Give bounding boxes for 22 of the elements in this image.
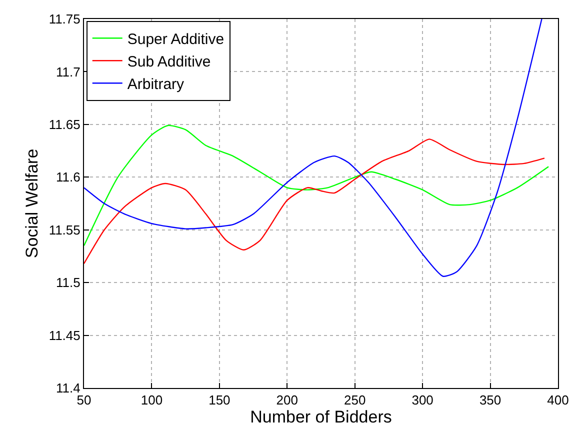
x-tick-label: 350	[479, 392, 502, 408]
x-axis-title: Number of Bidders	[250, 408, 392, 427]
x-tick-label: 200	[276, 392, 298, 408]
y-tick-label: 11.75	[48, 12, 80, 27]
legend-label: Arbitrary	[127, 76, 185, 93]
line-series	[84, 19, 542, 277]
legend-label: Super Additive	[127, 30, 224, 48]
x-tick-label: 300	[412, 392, 434, 408]
line-series	[84, 138, 546, 264]
legend-label: Sub Additive	[127, 53, 211, 70]
y-tick-label: 11.7	[56, 64, 80, 80]
x-tick-label: 400	[547, 392, 569, 408]
x-tick-label: 250	[344, 392, 366, 408]
x-tick-label: 100	[140, 392, 163, 408]
y-tick-label: 11.45	[48, 328, 80, 343]
y-tick-label: 11.5	[56, 275, 80, 290]
line-series	[84, 124, 550, 246]
y-tick-label: 11.65	[48, 116, 80, 132]
y-tick-label: 11.6	[56, 170, 80, 185]
y-tick-label: 11.55	[48, 222, 80, 238]
x-tick-label: 150	[208, 392, 230, 408]
y-axis-title: Social Welfare	[22, 148, 42, 258]
